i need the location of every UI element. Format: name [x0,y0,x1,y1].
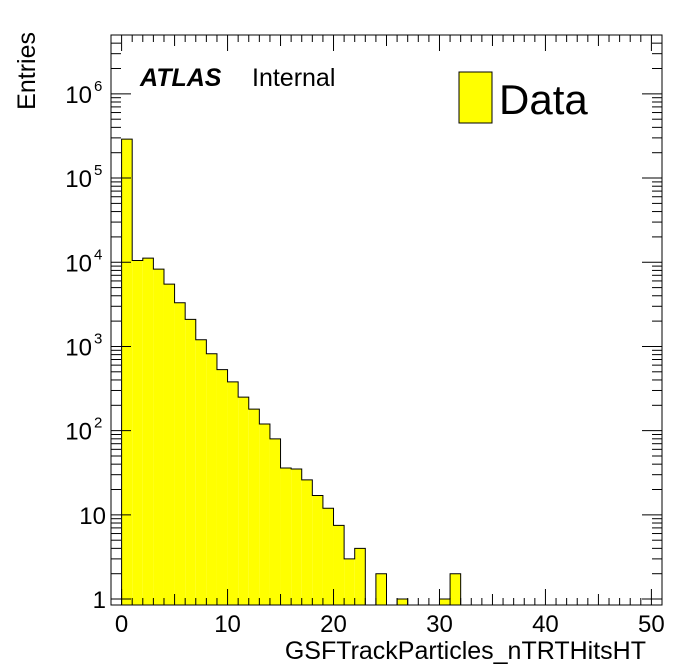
histogram-bar [248,409,260,605]
histogram-bar [280,468,292,605]
histogram-bar [238,397,249,605]
histogram-bar [397,599,408,605]
y-tick-label: 10 [65,250,92,277]
atlas-internal-annotation: ATLAS Internal [139,64,335,92]
histogram-bars [121,139,461,605]
histogram-bar [450,573,461,605]
x-tick-label: 10 [214,611,241,638]
y-tick-label: 10 [65,334,92,361]
histogram-bar [354,548,366,605]
x-tick-label: 0 [115,611,128,638]
histogram-bar [227,381,239,605]
x-axis-ticks: 0 10 20 30 40 50 [115,35,665,638]
y-tick-exponent: 4 [94,246,102,263]
y-tick-label: 1 [93,587,106,614]
internal-label: Internal [252,64,335,92]
histogram-bar [185,319,196,605]
histogram-bar [439,599,451,605]
histogram-bar [121,139,133,605]
histogram-bar [195,339,207,605]
legend-label-data: Data [499,76,588,123]
atlas-label: ATLAS [139,64,222,92]
histogram-bar [333,525,345,605]
x-axis-label: GSFTrackParticles_nTRTHitsHT [285,637,646,665]
y-tick-label: 10 [79,503,106,530]
y-tick-exponent: 6 [94,78,102,95]
histogram-bar [312,495,323,605]
x-tick-label: 30 [426,611,453,638]
x-tick-label: 40 [532,611,559,638]
y-tick-exponent: 3 [94,330,102,347]
histogram-bar [375,573,387,605]
histogram-bar [132,260,143,605]
histogram-bar [174,302,186,605]
histogram-bar [322,508,334,605]
histogram-bar [163,284,175,605]
histogram-bar [216,369,228,605]
x-tick-label: 50 [638,611,665,638]
histogram-bar [142,258,154,605]
histogram-bar [259,423,270,605]
y-tick-label: 10 [65,166,92,193]
histogram-bar [301,479,313,605]
histogram-bar [269,438,281,605]
legend-swatch-data [458,71,493,124]
histogram-bar [153,269,164,605]
y-tick-exponent: 2 [94,415,102,432]
y-tick-label: 10 [65,419,92,446]
x-tick-label: 20 [320,611,347,638]
legend: Data [458,71,588,124]
y-tick-exponent: 5 [94,162,102,179]
histogram-bar [344,558,355,605]
y-tick-label: 10 [65,82,92,109]
histogram-bar [291,469,302,605]
histogram-bar [206,353,217,605]
y-axis-label: Entries [13,32,41,110]
